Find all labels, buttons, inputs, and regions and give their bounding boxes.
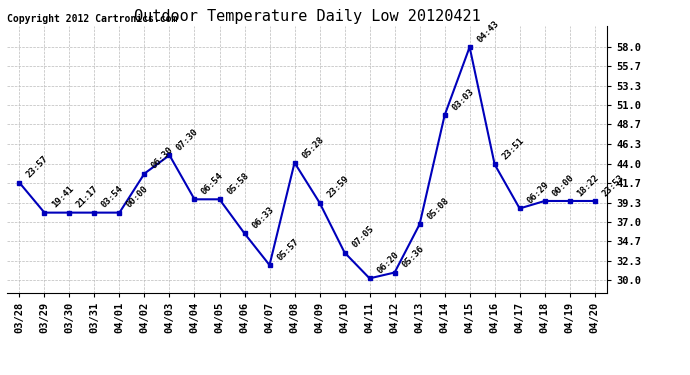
Text: 00:00: 00:00 bbox=[125, 184, 150, 210]
Text: 05:58: 05:58 bbox=[225, 171, 250, 196]
Text: 23:51: 23:51 bbox=[500, 136, 526, 162]
Text: 07:05: 07:05 bbox=[350, 224, 375, 250]
Text: 18:22: 18:22 bbox=[575, 173, 600, 198]
Text: 04:43: 04:43 bbox=[475, 19, 500, 44]
Text: 23:57: 23:57 bbox=[25, 154, 50, 180]
Text: 19:41: 19:41 bbox=[50, 184, 75, 210]
Text: 06:20: 06:20 bbox=[375, 250, 400, 276]
Text: 21:17: 21:17 bbox=[75, 184, 100, 210]
Text: 07:30: 07:30 bbox=[175, 127, 200, 152]
Text: 05:36: 05:36 bbox=[400, 244, 426, 270]
Text: 03:54: 03:54 bbox=[100, 184, 126, 210]
Text: 06:33: 06:33 bbox=[250, 205, 275, 231]
Text: 06:54: 06:54 bbox=[200, 171, 226, 196]
Text: 05:57: 05:57 bbox=[275, 237, 300, 262]
Text: 23:59: 23:59 bbox=[325, 174, 351, 200]
Text: 03:03: 03:03 bbox=[450, 87, 475, 112]
Title: Outdoor Temperature Daily Low 20120421: Outdoor Temperature Daily Low 20120421 bbox=[134, 9, 480, 24]
Text: 05:28: 05:28 bbox=[300, 135, 326, 160]
Text: 06:29: 06:29 bbox=[525, 180, 551, 206]
Text: 23:53: 23:53 bbox=[600, 173, 626, 198]
Text: 06:30: 06:30 bbox=[150, 146, 175, 171]
Text: Copyright 2012 Cartronics.com: Copyright 2012 Cartronics.com bbox=[7, 13, 177, 24]
Text: 00:00: 00:00 bbox=[550, 173, 575, 198]
Text: 05:08: 05:08 bbox=[425, 196, 451, 222]
